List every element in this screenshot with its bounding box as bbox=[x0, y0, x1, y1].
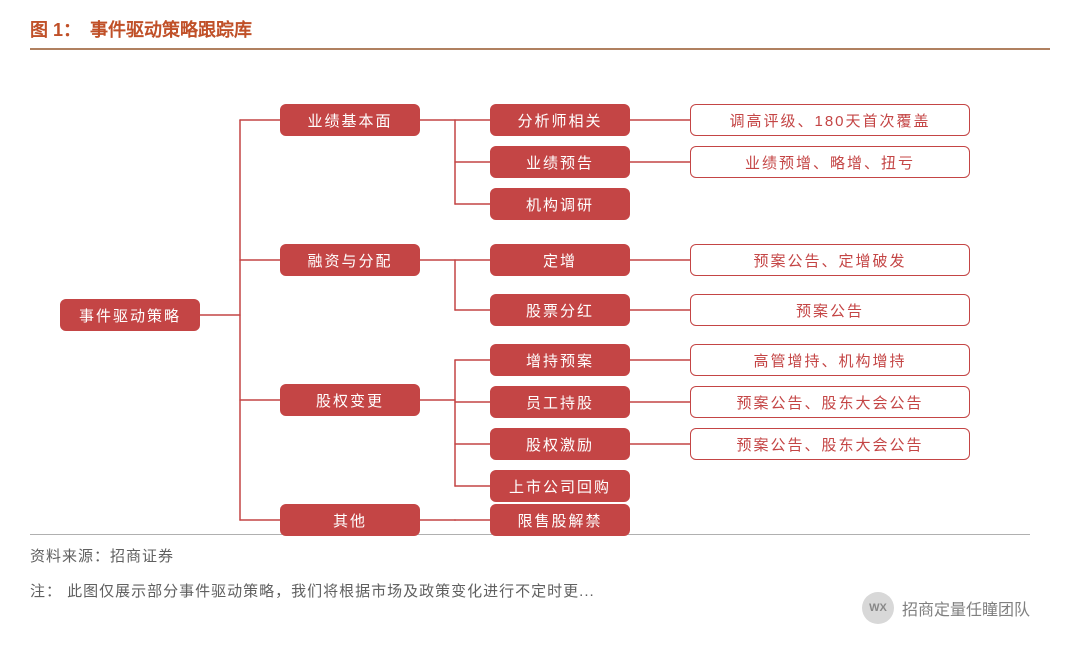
watermark: WX 招商定量任瞳团队 bbox=[862, 592, 1030, 624]
node-root: 事件驱动策略 bbox=[60, 299, 200, 331]
node-a1: 分析师相关 bbox=[490, 104, 630, 136]
node-a: 业绩基本面 bbox=[280, 104, 420, 136]
figure-number: 图 1： bbox=[30, 20, 81, 40]
node-b: 融资与分配 bbox=[280, 244, 420, 276]
node-a2o: 业绩预增、略增、扭亏 bbox=[690, 146, 970, 178]
node-c2o: 预案公告、股东大会公告 bbox=[690, 386, 970, 418]
node-c1n: 增持预案 bbox=[490, 344, 630, 376]
node-d1: 限售股解禁 bbox=[490, 504, 630, 536]
node-a2: 业绩预告 bbox=[490, 146, 630, 178]
node-c3n: 股权激励 bbox=[490, 428, 630, 460]
tree-diagram: 事件驱动策略 业绩基本面融资与分配股权变更其他 分析师相关业绩预告机构调研定增股票分… bbox=[30, 54, 1030, 535]
node-a3: 机构调研 bbox=[490, 188, 630, 220]
node-b2: 股票分红 bbox=[490, 294, 630, 326]
node-c: 股权变更 bbox=[280, 384, 420, 416]
node-c3o: 预案公告、股东大会公告 bbox=[690, 428, 970, 460]
figure-title-row: 图 1： 事件驱动策略跟踪库 bbox=[30, 16, 1050, 50]
watermark-text: 招商定量任瞳团队 bbox=[902, 596, 1030, 620]
node-c4n: 上市公司回购 bbox=[490, 470, 630, 502]
node-d: 其他 bbox=[280, 504, 420, 536]
wechat-icon: WX bbox=[862, 592, 894, 624]
node-b2o: 预案公告 bbox=[690, 294, 970, 326]
node-b1: 定增 bbox=[490, 244, 630, 276]
figure-title: 事件驱动策略跟踪库 bbox=[90, 20, 252, 40]
node-c2n: 员工持股 bbox=[490, 386, 630, 418]
node-c1o: 高管增持、机构增持 bbox=[690, 344, 970, 376]
source-line: 资料来源：招商证券 bbox=[30, 545, 1050, 566]
node-b1o: 预案公告、定增破发 bbox=[690, 244, 970, 276]
node-a1o: 调高评级、180天首次覆盖 bbox=[690, 104, 970, 136]
